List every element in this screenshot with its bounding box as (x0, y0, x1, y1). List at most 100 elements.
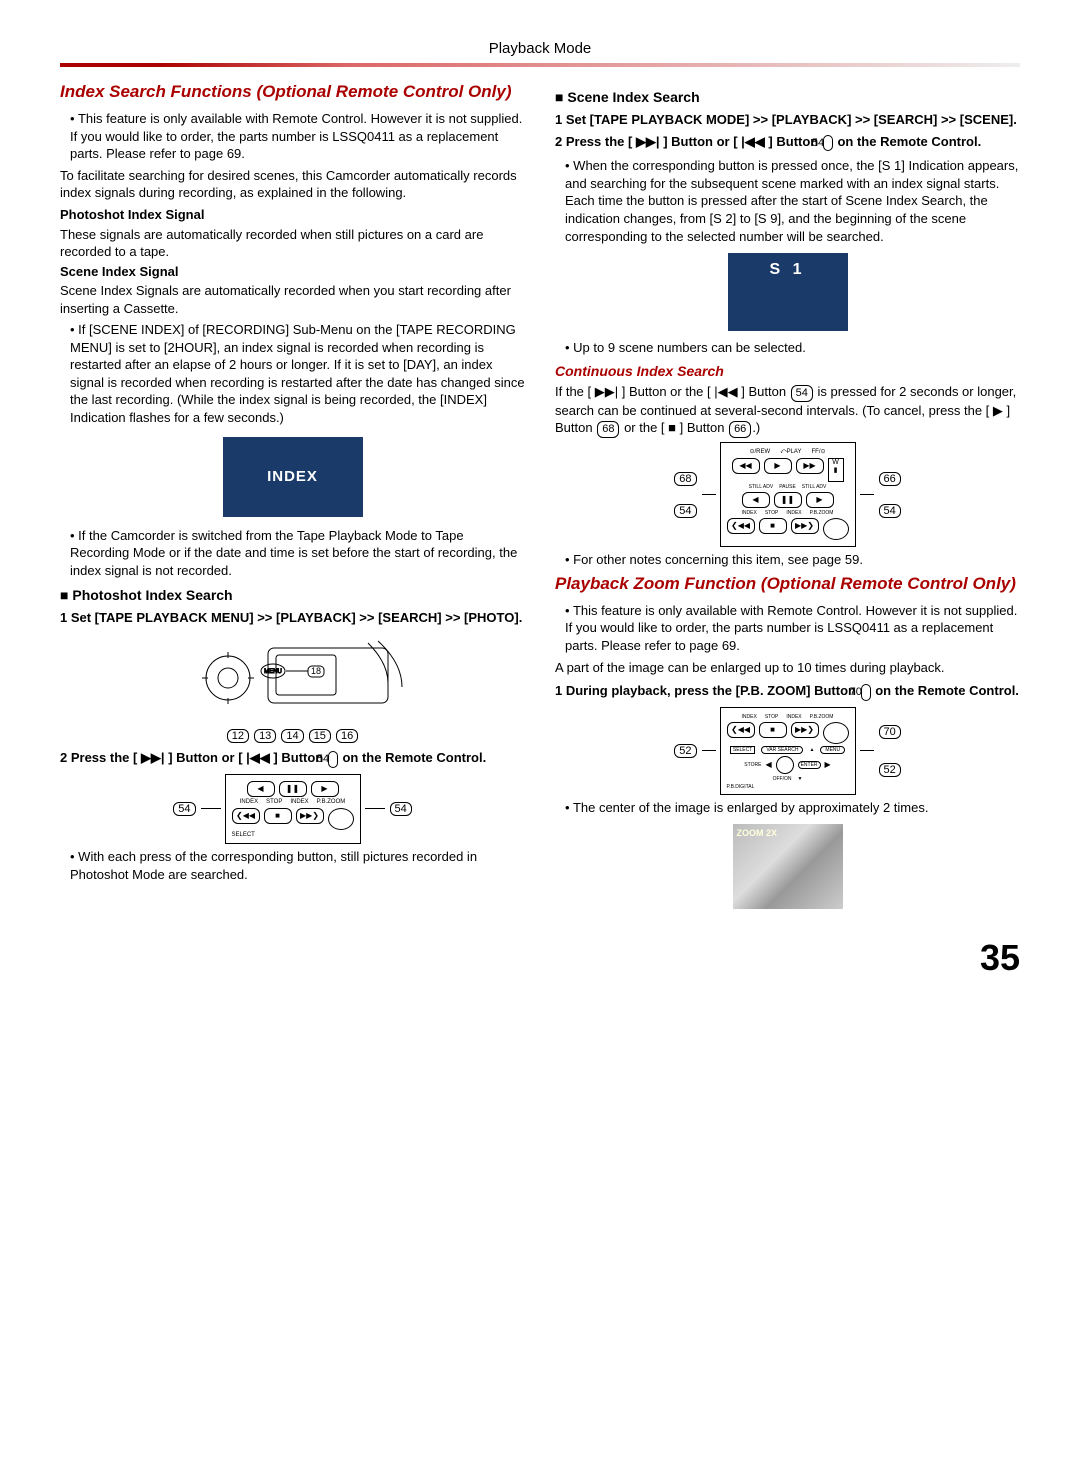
leader-line (702, 494, 716, 495)
text-fragment: ] Button (738, 384, 790, 399)
remote-diagram: 52 INDEX STOP INDEX P.B.ZOOM ❮◀◀ ■ ▶▶❯ S… (555, 707, 1020, 795)
step-list: 1 Set [TAPE PLAYBACK MODE] >> [PLAYBACK]… (555, 111, 1020, 151)
ref-label: 54 (823, 135, 833, 152)
label: P.B.ZOOM (810, 510, 834, 516)
index-back-icon: ❮◀◀ (727, 518, 755, 534)
label: ENTER (798, 761, 821, 769)
bullet-item: With each press of the corresponding but… (70, 848, 525, 883)
label: INDEX (290, 799, 308, 806)
bullet-list: With each press of the corresponding but… (60, 848, 525, 883)
leader-line (201, 808, 221, 809)
bullet-item: This feature is only available with Remo… (565, 602, 1020, 655)
bullet-list: When the corresponding button is pressed… (555, 157, 1020, 245)
remote-diagram: 68 54 ⊙/REW ⤺PLAY FF/⊙ ◀◀ ▶ ▶▶ W▮ STILL … (555, 442, 1020, 547)
body-text: If the [ ▶▶| ] Button or the [ |◀◀ ] But… (555, 383, 1020, 438)
leader-line (365, 808, 385, 809)
play-icon: ▶ (993, 403, 1003, 418)
index-fwd-icon: ▶▶❯ (791, 518, 819, 534)
label: ⤺PLAY (780, 449, 801, 456)
stop-icon: ■ (759, 722, 787, 738)
label: INDEX (240, 799, 258, 806)
text-fragment: ] Button or [ (165, 750, 247, 765)
step-list: 2 Press the [ ▶▶| ] Button or [ |◀◀ ] Bu… (60, 749, 525, 768)
ref-label: 70 (879, 725, 901, 739)
body-text: To facilitate searching for desired scen… (60, 167, 525, 202)
body-text: A part of the image can be enlarged up t… (555, 659, 1020, 677)
page-number: 35 (60, 937, 1020, 979)
bullet-item: This feature is only available with Remo… (70, 110, 525, 163)
pb-zoom-button (823, 518, 849, 540)
label: INDEX (742, 510, 757, 516)
index-fwd-icon: ▶▶❯ (296, 808, 324, 824)
still-back-icon: ◀ (247, 781, 275, 797)
ref-label: 54 (791, 385, 813, 402)
header-rule (60, 63, 1020, 67)
heading-index-search: Index Search Functions (Optional Remote … (60, 81, 525, 102)
step-item: 2 Press the [ ▶▶| ] Button or [ |◀◀ ] Bu… (555, 133, 1020, 152)
leader-line (860, 494, 874, 495)
ref-label: 68 (597, 421, 619, 438)
ref-label: 54 (879, 504, 901, 518)
bullet-item: Up to 9 scene numbers can be selected. (565, 339, 1020, 357)
bullet-list: If [SCENE INDEX] of [RECORDING] Sub-Menu… (60, 321, 525, 426)
bullet-item: If [SCENE INDEX] of [RECORDING] Sub-Menu… (70, 321, 525, 426)
text-fragment: ] Button (676, 420, 728, 435)
leader-line (702, 750, 716, 751)
left-column: Index Search Functions (Optional Remote … (60, 81, 525, 917)
pb-zoom-button (823, 722, 849, 744)
label: OFF/ON (773, 776, 792, 782)
index-fwd-icon: ▶▶❯ (791, 722, 819, 738)
svg-text:18: 18 (310, 666, 320, 676)
ref-label: 54 (390, 802, 412, 816)
text-fragment: 2 Press the [ (555, 134, 636, 149)
label: PAUSE (779, 484, 796, 490)
leader-line (860, 750, 874, 751)
step-item: 2 Press the [ ▶▶| ] Button or [ |◀◀ ] Bu… (60, 749, 525, 768)
text-fragment: or the [ (620, 420, 668, 435)
text-fragment: 2 Press the [ (60, 750, 141, 765)
text-fragment: ] Button or [ (660, 134, 742, 149)
step-item: 1 Set [TAPE PLAYBACK MODE] >> [PLAYBACK]… (555, 111, 1020, 129)
bullet-list: If the Camcorder is switched from the Ta… (60, 527, 525, 580)
next-track-icon: ▶▶| (595, 384, 618, 399)
index-back-icon: ❮◀◀ (232, 808, 260, 824)
zoom-sample-image (733, 824, 843, 909)
ref-label: 66 (879, 472, 901, 486)
body-text: These signals are automatically recorded… (60, 226, 525, 261)
label: STILL ADV (802, 484, 827, 490)
step-list: 1 Set [TAPE PLAYBACK MENU] >> [PLAYBACK]… (60, 609, 525, 627)
label: SELECT (730, 746, 755, 754)
camcorder-diagram: MENU 18 (168, 633, 418, 723)
heading-photoshot-search: Photoshot Index Search (60, 587, 525, 603)
rew-icon: ◀◀ (732, 458, 760, 474)
ref-label: 12 (227, 729, 249, 743)
still-fwd-icon: ▶ (311, 781, 339, 797)
step-item: 1 During playback, press the [P.B. ZOOM]… (555, 682, 1020, 701)
reference-row: 12 13 14 15 16 (60, 729, 525, 743)
ref-label: 54 (674, 504, 696, 518)
label: STOP (765, 714, 779, 720)
next-track-icon: ▶▶| (141, 750, 165, 765)
label: P.B.ZOOM (810, 714, 834, 720)
subheading-photoshot-signal: Photoshot Index Signal (60, 206, 525, 224)
text-fragment: on the Remote Control. (339, 750, 486, 765)
pause-icon: ❚❚ (279, 781, 307, 797)
two-column-layout: Index Search Functions (Optional Remote … (60, 81, 1020, 917)
remote-buttons: ⊙/REW ⤺PLAY FF/⊙ ◀◀ ▶ ▶▶ W▮ STILL ADV PA… (720, 442, 856, 547)
page-header: Playback Mode (60, 40, 1020, 57)
ref-label: 70 (861, 684, 871, 701)
label: VAR SEARCH (761, 746, 803, 754)
bullet-list: This feature is only available with Remo… (60, 110, 525, 163)
svg-text:MENU: MENU (264, 669, 282, 675)
play-icon: ▶ (764, 458, 792, 474)
next-track-icon: ▶▶| (636, 134, 660, 149)
remote-buttons: ◀ ❚❚ ▶ INDEX STOP INDEX P.B.ZOOM ❮◀◀ ■ ▶… (225, 774, 361, 844)
s1-indicator-box: S 1 (728, 253, 848, 331)
still-fwd-icon: ▶ (806, 492, 834, 508)
prev-track-icon: |◀◀ (246, 750, 270, 765)
ref-label: 16 (336, 729, 358, 743)
label: STILL ADV (749, 484, 774, 490)
label: INDEX (786, 510, 801, 516)
text-fragment: 1 During playback, press the [P.B. ZOOM]… (555, 683, 860, 698)
text-fragment: on the Remote Control. (834, 134, 981, 149)
